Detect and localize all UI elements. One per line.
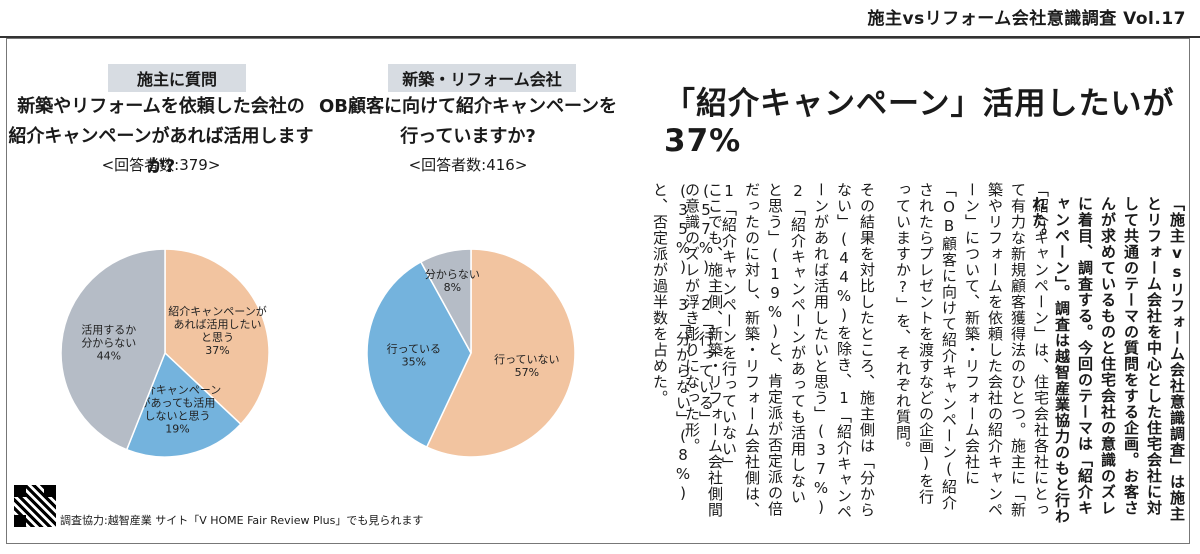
pie1-slice-2-label: 活用するか分からない 44% <box>81 323 136 362</box>
pie1-slice-1-label: 紹介キャンペーンがあっても活用しないと思う 19% <box>134 383 221 435</box>
article-frame <box>6 38 1190 544</box>
pie2-slice-0-label: 行っていない 57% <box>494 353 559 379</box>
headline: 「紹介キャンペーン」活用したいが37% <box>664 86 1175 159</box>
left-respondent-count: <回答者数:379> <box>101 156 221 174</box>
pie2-slice-2 <box>419 248 472 354</box>
right-question-line2: 行っていますか? <box>400 126 536 147</box>
article-paragraph-1: 「紹介キャンペーン」は、住宅会社各社にとって有力な新規顧客獲得法のひとつ。施主に… <box>894 182 1050 518</box>
pie-chart-owner: 紹介キャンペーンがあれば活用したいと思う 37% 紹介キャンペーンがあっても活用しな… <box>60 248 270 458</box>
pie2-slice-1-label: 行っている 35% <box>387 342 441 368</box>
left-survey-tag: 施主に質問 <box>108 64 246 92</box>
pie2-slice-0 <box>425 248 576 458</box>
article-lead: 「施主vsリフォーム会社意識調査」は施主とリフォーム会社を中心とした住宅会社に対… <box>1030 196 1186 525</box>
right-respondent-count: <回答者数:416> <box>408 156 528 174</box>
right-survey-tag: 新築・リフォーム会社 <box>388 64 576 92</box>
article-paragraph-2: その結果を対比したところ、施主側は「分からない」(44%)を除き、1「紹介キャン… <box>651 182 876 520</box>
pie1-slice-2 <box>60 248 166 451</box>
pie1-slice-0-label: 紹介キャンペーンがあれば活用したいと思う 37% <box>168 304 266 357</box>
pie2-slice-1 <box>366 260 472 449</box>
left-question-line2: 紹介キャンペーンがあれば活用しますか? <box>8 126 314 177</box>
right-question-line1: OB顧客に向けて紹介キャンペーンを <box>318 96 618 117</box>
pie2-slice-2-label: 分からない 8% <box>425 268 480 294</box>
credit-line: 調査協力:越智産業 サイト「V HOME Fair Review Plus」でも… <box>60 514 424 527</box>
pie1-slice-0 <box>164 248 270 426</box>
qr-code[interactable] <box>12 483 58 529</box>
article-paragraph-3: ここでも、施主側、新築・リフォーム会社側間の意識のズレが浮き彫りになった形。 <box>683 182 724 518</box>
left-question-line1: 新築やリフォームを依頼した会社の <box>17 96 305 117</box>
pie-chart-company: 行っていない 57% 行っている 35% 分からない 8% <box>366 248 576 458</box>
series-title: 施主vsリフォーム会社意識調査 Vol.17 <box>867 9 1186 29</box>
header-bar: 施主vsリフォーム会社意識調査 Vol.17 <box>0 0 1200 38</box>
